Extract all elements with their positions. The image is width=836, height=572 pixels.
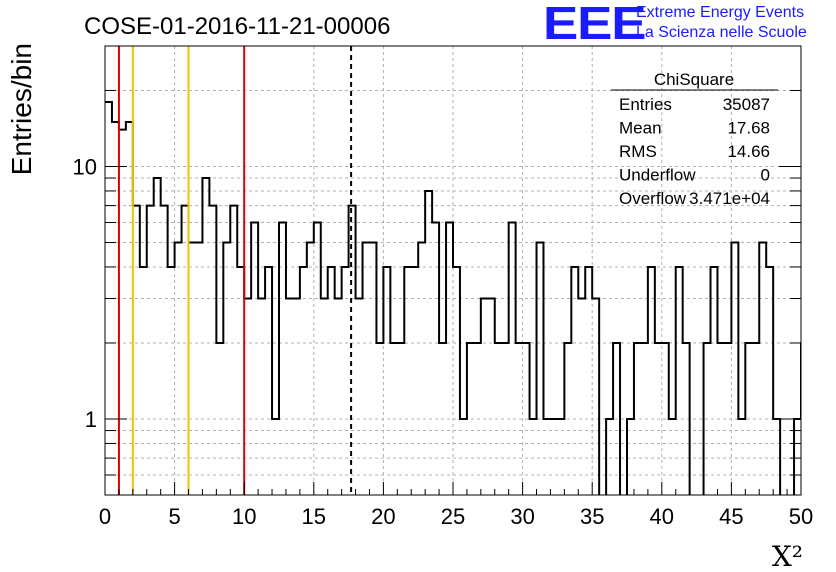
x-tick-label: 20 <box>371 504 395 529</box>
stats-label: Entries <box>619 95 672 114</box>
stats-label: Overflow <box>619 189 687 208</box>
stats-box: ChiSquare Entries 35087 Mean 17.68 RMS 14.66 U… <box>611 70 778 208</box>
y-tick-labels: 1 10 <box>73 154 97 432</box>
stats-label: Underflow <box>619 166 696 185</box>
stats-value: 0 <box>761 166 770 185</box>
eee-logo-line1: Extreme Energy Events <box>636 4 805 21</box>
y-axis-title: Entries/bin <box>6 43 37 175</box>
stats-value: 3.471e+04 <box>689 189 770 208</box>
y-tick-label: 10 <box>73 154 97 179</box>
axis-ticks <box>104 45 802 496</box>
x-tick-label: 45 <box>719 504 743 529</box>
x-tick-label: 5 <box>168 504 180 529</box>
x-axis-title: X² <box>772 540 803 572</box>
x-tick-label: 0 <box>99 504 111 529</box>
histogram-step-line <box>105 101 801 495</box>
threshold-lines <box>117 46 353 495</box>
x-tick-label: 30 <box>510 504 534 529</box>
chart-title: COSE-01-2016-11-21-00006 <box>84 13 390 40</box>
histogram-series <box>105 101 801 495</box>
stats-box-title: ChiSquare <box>654 70 734 89</box>
stats-label: RMS <box>619 142 657 161</box>
stats-label: Mean <box>619 119 662 138</box>
x-tick-label: 50 <box>789 504 813 529</box>
stats-value: 14.66 <box>727 142 770 161</box>
x-tick-labels: 0 5 10 15 20 25 30 35 40 45 50 <box>99 504 813 529</box>
eee-logo-line2: La Scienza nelle Scuole <box>636 24 807 41</box>
stats-rows: Entries 35087 Mean 17.68 RMS 14.66 Underflow 0 O… <box>619 95 770 208</box>
x-tick-label: 35 <box>580 504 604 529</box>
x-tick-label: 40 <box>650 504 674 529</box>
grid-lines <box>105 45 801 496</box>
y-tick-label: 1 <box>85 407 97 432</box>
stats-value: 17.68 <box>727 119 770 138</box>
eee-logo-mark: EEE <box>543 0 647 49</box>
eee-logo: EEE Extreme Energy Events La Scienza nel… <box>543 0 833 49</box>
stats-value: 35087 <box>723 95 770 114</box>
x-tick-label: 15 <box>302 504 326 529</box>
x-tick-label: 10 <box>232 504 256 529</box>
x-tick-label: 25 <box>441 504 465 529</box>
